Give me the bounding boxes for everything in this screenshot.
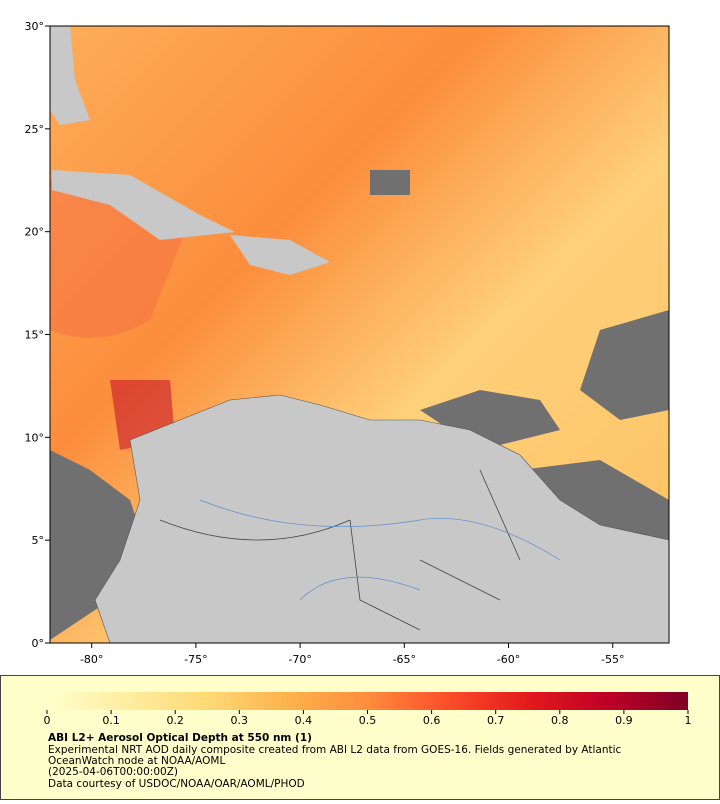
colorbar-tick-label: 0.5 [359,714,377,727]
land [94,394,670,644]
colorbar-tick-label: 0.1 [102,714,120,727]
y-tick-label: 15° [25,329,45,342]
colorbar-tick-label: 0.3 [231,714,249,727]
colorbar [47,692,688,710]
colorbar-tick-label: 0.8 [551,714,569,727]
no-data [520,460,669,540]
caption-credit: Data courtesy of USDOC/NOAA/OAR/AOML/PHO… [48,778,305,790]
x-tick-label: -55° [601,653,624,666]
colorbar-tick-label: 1 [685,714,692,727]
caption-description: Experimental NRT AOD daily composite cre… [48,744,622,756]
no-data [370,170,410,195]
map [49,25,670,644]
colorbar-tick-label: 0 [44,714,51,727]
x-tick-label: -75° [184,653,207,666]
y-tick-label: 20° [25,226,45,239]
y-tick-label: 0° [32,637,45,650]
caption-title: ABI L2+ Aerosol Optical Depth at 550 nm … [48,732,312,744]
y-tick-label: 10° [25,431,45,444]
borders [159,469,521,631]
x-tick-label: -80° [80,653,103,666]
y-tick-label: 25° [25,123,45,136]
x-tick-label: -70° [288,653,311,666]
land [50,26,90,125]
caption-description: OceanWatch node at NOAA/AOML [48,755,225,767]
no-data [420,390,560,450]
colorbar-tick-label: 0.9 [615,714,633,727]
x-tick-label: -65° [393,653,416,666]
land [230,235,330,275]
colorbar-tick-label: 0.2 [166,714,184,727]
no-data [580,310,669,420]
caption-time: (2025-04-06T00:00:00Z) [48,766,178,778]
y-tick-label: 30° [25,20,45,33]
colorbar-tick-label: 0.6 [423,714,441,727]
x-tick-label: -60° [497,653,520,666]
colorbar-tick-label: 0.7 [487,714,505,727]
rivers [199,499,561,601]
no-data [50,450,150,640]
land [52,170,235,240]
y-tick-label: 5° [32,534,45,547]
colorbar-tick-label: 0.4 [295,714,313,727]
